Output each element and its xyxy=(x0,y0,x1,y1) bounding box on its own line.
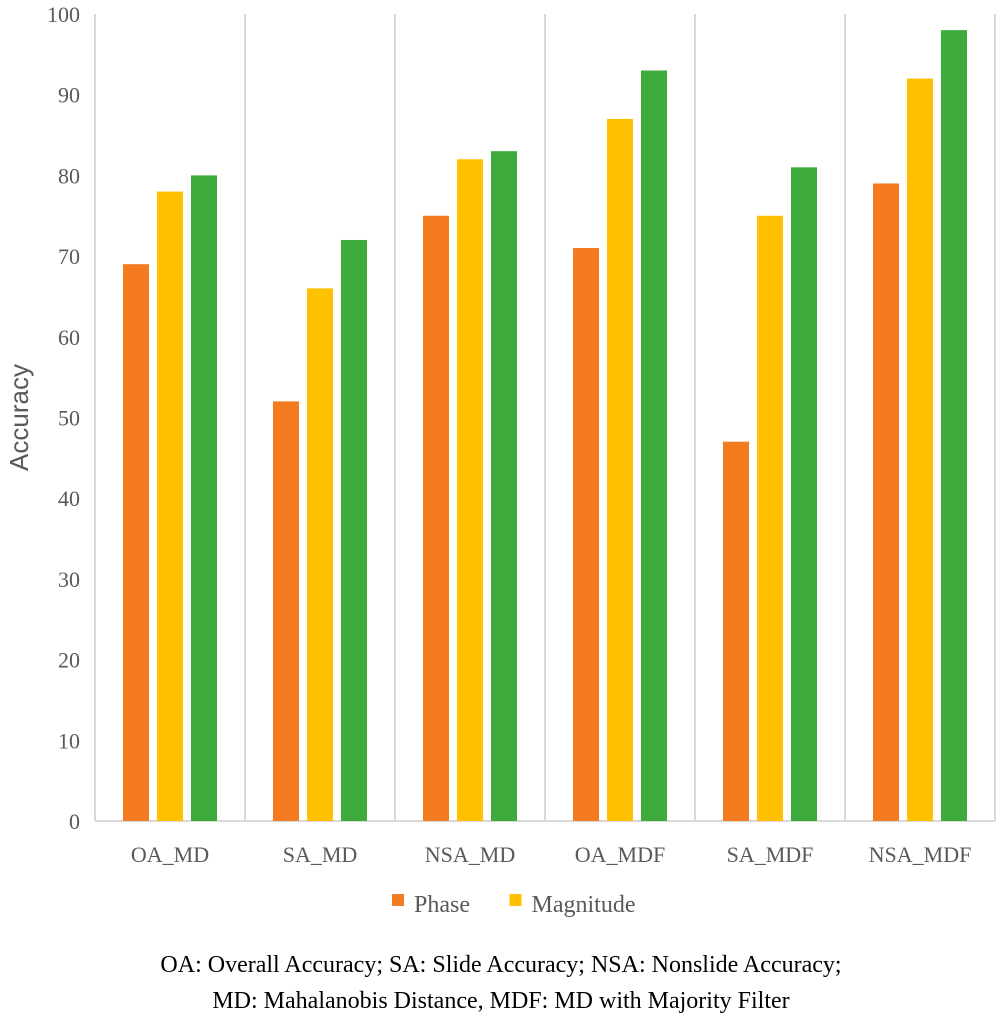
bar xyxy=(757,215,783,821)
x-tick-label: NSA_MDF xyxy=(869,842,972,867)
bar xyxy=(907,78,933,821)
y-tick-label: 40 xyxy=(58,486,80,511)
y-tick-label: 50 xyxy=(58,406,80,431)
y-tick-label: 10 xyxy=(58,728,80,753)
y-tick-label: 60 xyxy=(58,325,80,350)
y-tick-label: 70 xyxy=(58,244,80,269)
bar xyxy=(423,215,449,821)
bar-chart: 0 10 20 30 40 50 60 70 80 90 100 Accuracy OA_MD SA_MD… xyxy=(4,2,996,918)
bar xyxy=(573,248,599,821)
x-tick-label: SA_MDF xyxy=(727,842,814,867)
legend-label: Magnitude xyxy=(532,892,636,918)
bar xyxy=(791,167,817,821)
x-tick-label: SA_MD xyxy=(283,842,358,867)
y-tick-label: 100 xyxy=(47,2,80,27)
y-tick-label: 80 xyxy=(58,163,80,188)
bar xyxy=(607,118,633,821)
bar xyxy=(273,401,299,821)
bar xyxy=(307,288,333,821)
x-tick-label: NSA_MD xyxy=(425,842,515,867)
bar xyxy=(873,183,899,822)
x-tick-label: OA_MD xyxy=(131,842,209,867)
y-tick-label: 0 xyxy=(69,809,80,834)
bar xyxy=(457,159,483,821)
bar xyxy=(941,30,967,821)
y-tick-label: 90 xyxy=(58,83,80,108)
legend-swatch xyxy=(392,894,404,906)
x-tick-label: OA_MDF xyxy=(575,842,665,867)
legend-label: Phase xyxy=(414,892,470,918)
bar xyxy=(157,191,183,822)
footnote-line-1: OA: Overall Accuracy; SA: Slide Accuracy… xyxy=(160,952,842,978)
bar xyxy=(123,264,149,821)
footnote-line-2: MD: Mahalanobis Distance, MDF: MD with M… xyxy=(212,988,790,1014)
bar xyxy=(641,70,667,822)
bar xyxy=(191,175,217,821)
y-axis-label: Accuracy xyxy=(4,364,34,471)
y-tick-label: 20 xyxy=(58,648,80,673)
y-tick-label: 30 xyxy=(58,567,80,592)
bar xyxy=(491,151,517,821)
legend-swatch xyxy=(509,894,522,906)
bar xyxy=(723,441,749,821)
bar xyxy=(341,239,367,821)
